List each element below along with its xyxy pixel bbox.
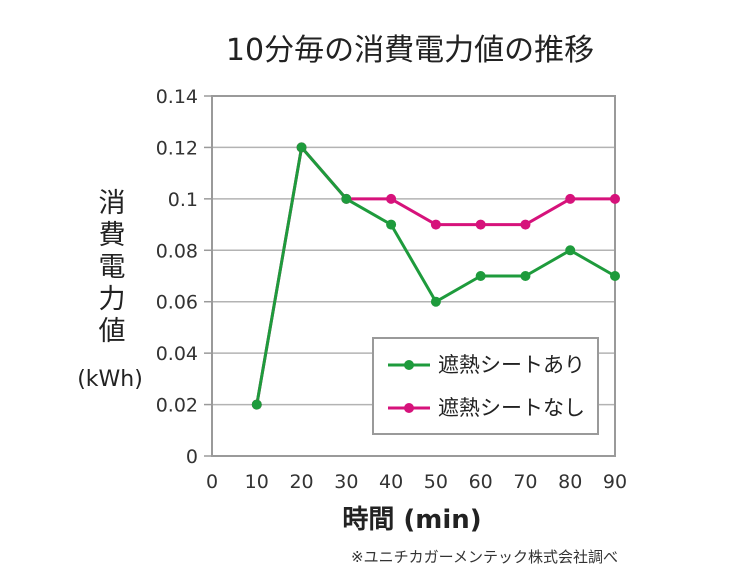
x-tick-label: 70 xyxy=(513,471,537,493)
data-point-series-1 xyxy=(565,193,576,204)
y-axis-label-char: 値 xyxy=(99,316,126,347)
y-axis-label-char: 力 xyxy=(99,284,126,315)
data-point-series-0 xyxy=(610,271,620,281)
data-point-series-1 xyxy=(520,219,531,230)
legend-label-without-sheet: 遮熱シートなし xyxy=(438,396,585,420)
data-point-series-0 xyxy=(565,245,576,256)
x-axis-label: 時間 (min) xyxy=(342,505,481,535)
data-point-series-1 xyxy=(475,219,486,230)
data-point-series-1 xyxy=(386,193,397,204)
legend-box xyxy=(372,337,599,435)
y-tick-label: 0 xyxy=(186,446,198,468)
legend-label-with-sheet: 遮熱シートあり xyxy=(438,353,585,377)
x-tick-label: 50 xyxy=(424,471,448,493)
y-tick-label: 0.14 xyxy=(156,86,198,108)
data-point-series-0 xyxy=(296,142,307,153)
y-tick-label: 0.06 xyxy=(156,292,198,314)
x-tick-label: 30 xyxy=(334,471,358,493)
source-note: ※ユニチカガーメンテック株式会社調べ xyxy=(351,548,618,566)
y-tick-label: 0.04 xyxy=(156,343,198,365)
x-tick-label: 40 xyxy=(379,471,403,493)
y-tick-label: 0.1 xyxy=(168,189,198,211)
x-tick-label: 80 xyxy=(558,471,582,493)
data-point-series-0 xyxy=(341,193,352,204)
y-axis-label: 消 費 電 力 値 (kWh) xyxy=(77,188,143,392)
data-point-series-0 xyxy=(475,271,486,281)
y-axis-label-char: 消 xyxy=(99,188,126,219)
x-tick-label: 60 xyxy=(469,471,493,493)
chart-title: 10分毎の消費電力値の推移 xyxy=(226,33,594,68)
y-axis-unit: (kWh) xyxy=(77,367,143,392)
axes: 0 0.02 0.04 0.06 0.08 0.1 0.12 0.14 0 10 20 30 40 50 6… xyxy=(156,86,627,493)
y-axis-label-char: 電 xyxy=(99,252,126,283)
data-series xyxy=(251,142,620,410)
legend-marker-with-sheet xyxy=(404,360,414,370)
legend-marker-without-sheet xyxy=(404,403,414,413)
x-tick-label: 10 xyxy=(245,471,269,493)
y-tick-label: 0.12 xyxy=(156,137,198,159)
data-point-series-0 xyxy=(430,296,441,307)
y-tick-label: 0.08 xyxy=(156,240,198,262)
y-axis-label-char: 費 xyxy=(99,220,126,251)
data-point-series-1 xyxy=(610,193,620,204)
legend: 遮熱シートあり 遮熱シートなし xyxy=(372,337,599,435)
data-point-series-0 xyxy=(251,399,262,410)
data-point-series-1 xyxy=(430,219,441,230)
x-tick-label: 20 xyxy=(289,471,313,493)
data-point-series-0 xyxy=(386,219,397,230)
data-point-series-0 xyxy=(520,271,531,281)
y-tick-label: 0.02 xyxy=(156,395,198,417)
x-tick-label: 90 xyxy=(603,471,627,493)
x-tick-label: 0 xyxy=(206,471,218,493)
